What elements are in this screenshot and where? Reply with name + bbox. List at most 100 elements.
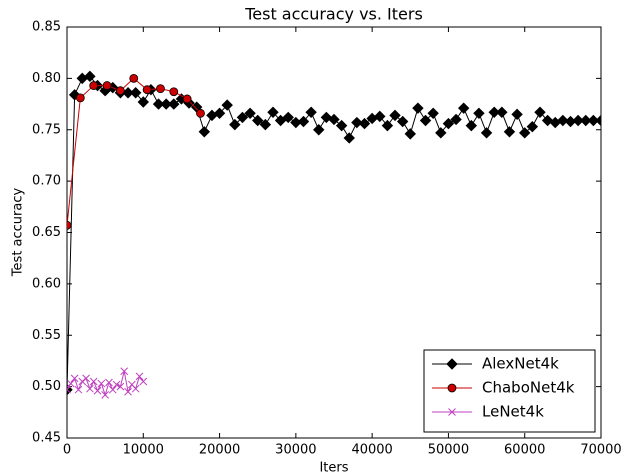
x-tick-label: 0	[63, 443, 71, 458]
marker	[587, 114, 600, 127]
marker	[396, 115, 409, 128]
y-tick-label: 0.85	[32, 20, 61, 35]
marker	[274, 114, 287, 127]
marker	[82, 374, 90, 383]
marker	[244, 107, 256, 120]
marker	[374, 110, 386, 123]
marker	[139, 377, 148, 386]
marker	[129, 87, 142, 99]
legend-label: LeNet4k	[482, 403, 544, 421]
marker	[541, 114, 554, 127]
marker	[496, 106, 508, 118]
marker	[112, 380, 121, 389]
marker	[116, 86, 125, 96]
marker	[534, 106, 546, 118]
y-tick-label: 0.55	[32, 328, 61, 343]
series	[67, 367, 148, 399]
marker	[86, 384, 94, 393]
marker	[229, 118, 241, 131]
marker	[124, 387, 132, 396]
marker	[419, 114, 432, 127]
marker	[259, 118, 272, 131]
y-tick-label: 0.75	[32, 122, 61, 137]
marker	[328, 113, 340, 126]
series	[67, 73, 205, 230]
marker	[168, 98, 180, 110]
marker	[343, 132, 355, 144]
marker	[404, 128, 416, 140]
marker	[68, 89, 81, 101]
marker	[182, 94, 192, 104]
marker	[351, 116, 363, 129]
marker	[97, 379, 106, 388]
marker	[67, 385, 71, 394]
chart-title: Test accuracy vs. Iters	[244, 5, 423, 24]
y-tick-label: 0.60	[32, 276, 61, 291]
x-tick-label: 20000	[199, 443, 240, 458]
marker	[116, 382, 125, 391]
marker	[137, 96, 149, 108]
marker	[70, 374, 79, 383]
marker	[448, 408, 456, 416]
marker	[381, 119, 394, 132]
marker	[78, 377, 87, 386]
marker	[450, 113, 462, 126]
marker	[526, 120, 539, 133]
x-tick-label: 40000	[351, 443, 392, 458]
marker	[108, 385, 117, 394]
marker	[389, 109, 401, 122]
y-tick-label: 0.80	[32, 71, 61, 86]
marker	[84, 70, 96, 83]
marker	[511, 108, 523, 121]
y-tick-label: 0.45	[32, 431, 61, 446]
marker	[74, 385, 83, 394]
series	[67, 70, 601, 396]
marker	[473, 107, 485, 120]
marker	[282, 111, 294, 124]
marker	[120, 367, 129, 376]
marker	[267, 106, 279, 118]
marker	[442, 117, 455, 130]
marker	[480, 127, 493, 139]
marker	[142, 85, 152, 95]
y-axis-label: Test accuracy	[11, 188, 26, 278]
marker	[102, 81, 112, 90]
y-tick-label: 0.70	[32, 174, 61, 189]
marker	[358, 117, 371, 130]
marker	[488, 106, 500, 118]
marker	[101, 390, 109, 399]
series-line	[67, 371, 144, 397]
marker	[135, 372, 144, 381]
x-tick-label: 50000	[428, 443, 469, 458]
y-tick-label: 0.50	[32, 379, 61, 394]
marker	[572, 114, 584, 127]
x-tick-label: 60000	[504, 443, 545, 458]
marker	[557, 114, 569, 127]
x-tick-label: 70000	[580, 443, 621, 458]
marker	[198, 126, 211, 138]
marker	[335, 119, 348, 132]
marker	[221, 99, 233, 111]
marker	[75, 93, 85, 103]
marker	[580, 114, 592, 127]
legend-label: AlexNet4k	[482, 355, 559, 373]
marker	[236, 111, 249, 124]
marker	[105, 378, 113, 387]
marker	[446, 358, 458, 370]
marker	[160, 98, 172, 110]
marker	[305, 106, 317, 118]
marker	[313, 124, 325, 136]
y-tick-label: 0.65	[32, 225, 61, 240]
x-axis-label: Iters	[319, 461, 348, 476]
marker	[89, 81, 99, 90]
marker	[213, 107, 226, 120]
legend-label: ChaboNet4k	[482, 379, 575, 397]
marker	[435, 127, 447, 139]
marker	[169, 87, 179, 97]
marker	[427, 107, 439, 120]
marker	[131, 384, 140, 393]
marker	[89, 377, 98, 386]
x-tick-label: 10000	[123, 443, 164, 458]
